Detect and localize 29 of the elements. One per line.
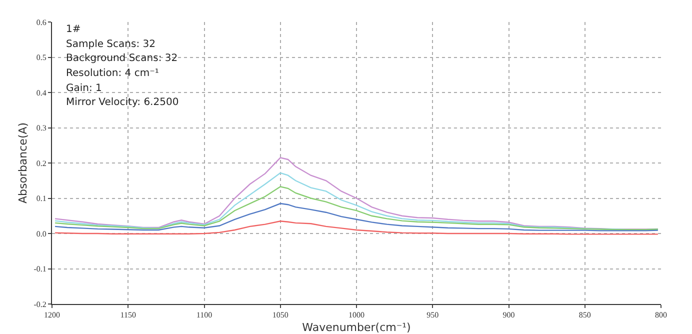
y-tick-label: 0.5 <box>36 53 46 62</box>
annotation: Sample Scans: 32 <box>66 39 156 50</box>
x-tick-label: 1200 <box>44 310 60 320</box>
x-tick-label: 1100 <box>196 310 212 320</box>
line-series <box>54 220 659 235</box>
y-tick-label: 0.0 <box>36 229 46 238</box>
y-tick-label: 0.3 <box>36 124 46 133</box>
y-tick-label: 0.6 <box>36 18 46 27</box>
y-tick-label: 0.1 <box>36 194 46 204</box>
x-tick-label: 1050 <box>272 310 288 320</box>
y-axis-title: Absorbance(A) <box>16 122 30 204</box>
line-series <box>54 202 659 232</box>
annotation: Background Scans: 32 <box>66 53 178 64</box>
x-tick-label: 900 <box>502 310 515 320</box>
annotation: Mirror Velocity: 6.2500 <box>66 97 179 108</box>
y-tick-label: 0.4 <box>36 88 46 98</box>
annotation: Resolution: 4 cm⁻¹ <box>66 68 159 79</box>
y-tick-label: -0.1 <box>34 264 46 274</box>
y-tick-label: -0.2 <box>34 300 46 309</box>
x-tick-label: 950 <box>426 310 439 320</box>
x-tick-label: 1000 <box>348 310 364 320</box>
y-tick-label: 0.2 <box>36 158 46 168</box>
x-tick-label: 1150 <box>120 310 136 320</box>
x-axis-title: Wavenumber(cm⁻¹) <box>302 320 411 334</box>
annotation: 1# <box>66 24 81 35</box>
x-tick-label: 800 <box>655 310 667 320</box>
x-tick-label: 850 <box>578 310 591 320</box>
annotation: Gain: 1 <box>66 83 102 94</box>
line-series <box>54 186 659 230</box>
